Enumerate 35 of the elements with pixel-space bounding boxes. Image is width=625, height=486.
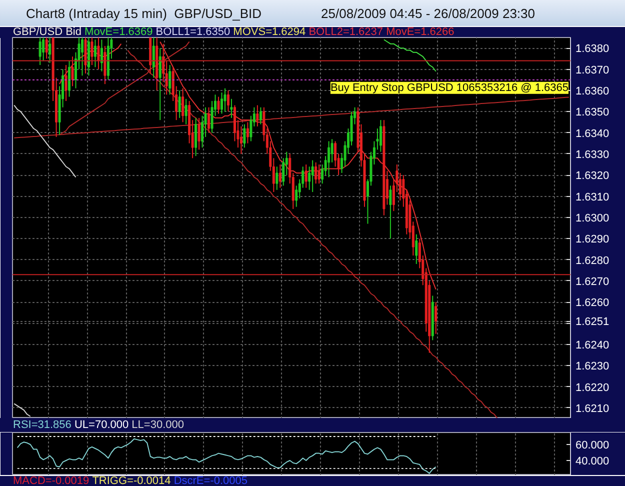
- chart-subtitle: 25/08/2009 04:45 - 26/08/2009 23:30: [321, 5, 535, 23]
- legend-label: BOLL2=1.6237: [308, 26, 384, 38]
- legend-label: MOVS=1.6294: [233, 26, 306, 38]
- y-tick-label: 1.6360: [576, 85, 610, 98]
- y-tick-label: 1.6210: [576, 402, 610, 415]
- y-tick-label: 1.6280: [576, 254, 610, 267]
- y-tick-label: 1.6260: [576, 297, 610, 310]
- y-tick-label: 1.6330: [576, 148, 610, 161]
- y-tick-label: 60.000: [576, 440, 610, 452]
- series-label: GBP/USD Bid: [13, 26, 82, 38]
- y-tick-label: 1.6290: [576, 234, 610, 246]
- chart-title: Chart8 (Intraday 15 min) GBP/USD_BID: [26, 5, 262, 23]
- y-tick-label: 1.6340: [576, 128, 610, 140]
- series-label: UL=70.000: [74, 419, 129, 431]
- y-tick-label: 1.6251: [576, 316, 610, 328]
- y-tick-label: 40.000: [576, 456, 610, 468]
- y-tick-label: 1.6320: [576, 170, 610, 182]
- y-tick-label: 1.6370: [576, 64, 610, 76]
- ref-line-label: Buy Entry Stop GBPUSD 1065353216 @ 1.6365: [330, 82, 569, 94]
- y-tick-label: 1.6240: [576, 339, 610, 352]
- annotation: DscrE=-0.0005: [174, 475, 248, 486]
- y-tick-label: 1.6270: [576, 276, 610, 288]
- text: LL=30.000: [132, 419, 184, 431]
- annotation: TRIGG=-0.0014: [92, 475, 171, 486]
- text: MovE=1.6266: [386, 26, 454, 38]
- series-label: RSI=31.856: [13, 419, 72, 431]
- y-tick-label: 1.6300: [576, 212, 610, 224]
- y-tick-label: 1.6310: [576, 191, 610, 204]
- annotation: MACD=-0.0019: [13, 475, 90, 486]
- y-tick-label: 1.6220: [576, 382, 610, 394]
- legend-label: BOLL1=1.6350: [156, 26, 230, 38]
- text: MovE=1.6369: [84, 26, 153, 38]
- y-tick-label: 1.6350: [576, 106, 610, 119]
- y-tick-label: 1.6230: [576, 360, 610, 373]
- y-tick-label: 1.6380: [576, 43, 610, 56]
